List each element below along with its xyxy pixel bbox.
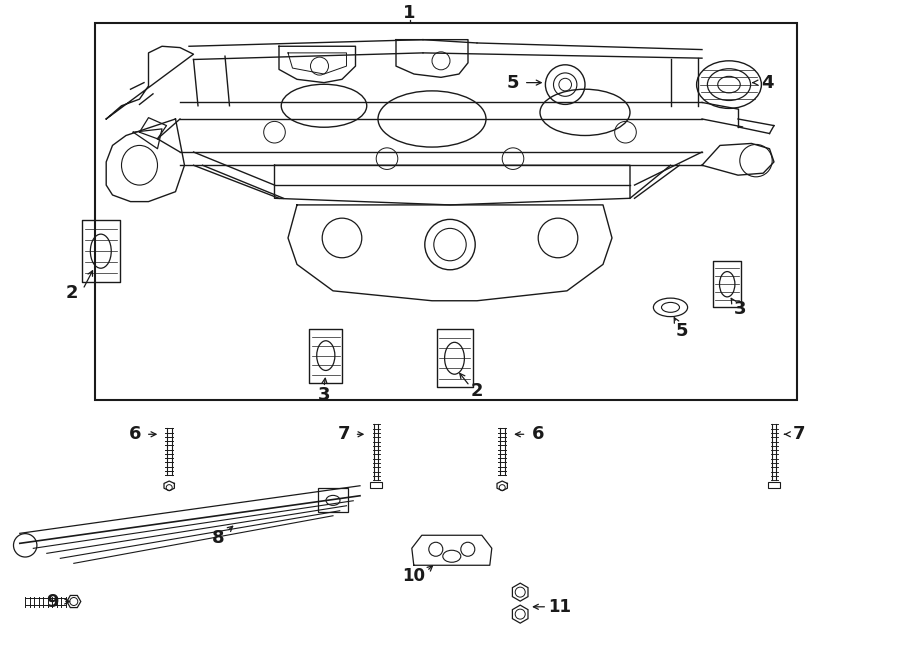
Bar — [310, 329, 342, 383]
Text: 5: 5 — [507, 73, 519, 92]
Text: 8: 8 — [212, 529, 224, 547]
Text: 11: 11 — [548, 598, 572, 616]
Text: 2: 2 — [66, 284, 78, 303]
Bar — [318, 488, 348, 512]
Text: 7: 7 — [793, 425, 806, 444]
Text: 2: 2 — [471, 382, 483, 401]
Text: 9: 9 — [46, 592, 58, 611]
Text: 4: 4 — [761, 73, 774, 92]
Text: 6: 6 — [532, 425, 544, 444]
Bar — [94, 23, 796, 400]
Bar — [713, 261, 742, 307]
Text: 5: 5 — [676, 321, 688, 340]
Text: 10: 10 — [402, 567, 426, 586]
Text: 3: 3 — [318, 385, 330, 404]
Bar — [436, 329, 472, 387]
Text: 6: 6 — [129, 425, 141, 444]
Bar — [370, 482, 382, 488]
Text: 7: 7 — [338, 425, 350, 444]
Bar — [768, 482, 780, 488]
Text: 1: 1 — [403, 4, 416, 22]
Bar — [82, 220, 120, 282]
Text: 3: 3 — [734, 300, 746, 319]
